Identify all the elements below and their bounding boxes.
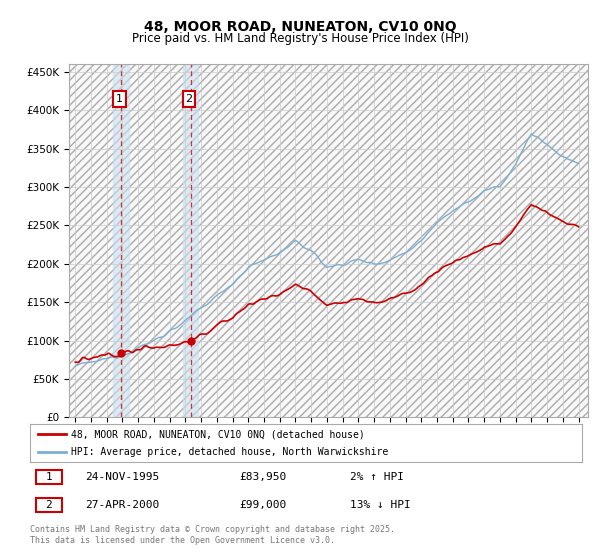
Text: 2: 2 bbox=[185, 94, 193, 104]
Text: 24-NOV-1995: 24-NOV-1995 bbox=[85, 473, 160, 482]
Text: 2: 2 bbox=[46, 500, 52, 510]
Text: HPI: Average price, detached house, North Warwickshire: HPI: Average price, detached house, Nort… bbox=[71, 447, 389, 458]
Text: Contains HM Land Registry data © Crown copyright and database right 2025.
This d: Contains HM Land Registry data © Crown c… bbox=[30, 525, 395, 545]
Bar bbox=[113, 64, 129, 417]
Text: £83,950: £83,950 bbox=[240, 473, 287, 482]
Text: £99,000: £99,000 bbox=[240, 500, 287, 510]
Text: 1: 1 bbox=[46, 473, 52, 482]
Text: 1: 1 bbox=[116, 94, 123, 104]
Text: 48, MOOR ROAD, NUNEATON, CV10 0NQ (detached house): 48, MOOR ROAD, NUNEATON, CV10 0NQ (detac… bbox=[71, 429, 365, 439]
Bar bbox=[183, 64, 199, 417]
FancyBboxPatch shape bbox=[35, 470, 62, 484]
Bar bbox=[69, 64, 588, 417]
Text: 48, MOOR ROAD, NUNEATON, CV10 0NQ: 48, MOOR ROAD, NUNEATON, CV10 0NQ bbox=[143, 20, 457, 34]
Text: 13% ↓ HPI: 13% ↓ HPI bbox=[350, 500, 411, 510]
Text: 27-APR-2000: 27-APR-2000 bbox=[85, 500, 160, 510]
Text: 2% ↑ HPI: 2% ↑ HPI bbox=[350, 473, 404, 482]
FancyBboxPatch shape bbox=[35, 498, 62, 512]
Text: Price paid vs. HM Land Registry's House Price Index (HPI): Price paid vs. HM Land Registry's House … bbox=[131, 32, 469, 45]
